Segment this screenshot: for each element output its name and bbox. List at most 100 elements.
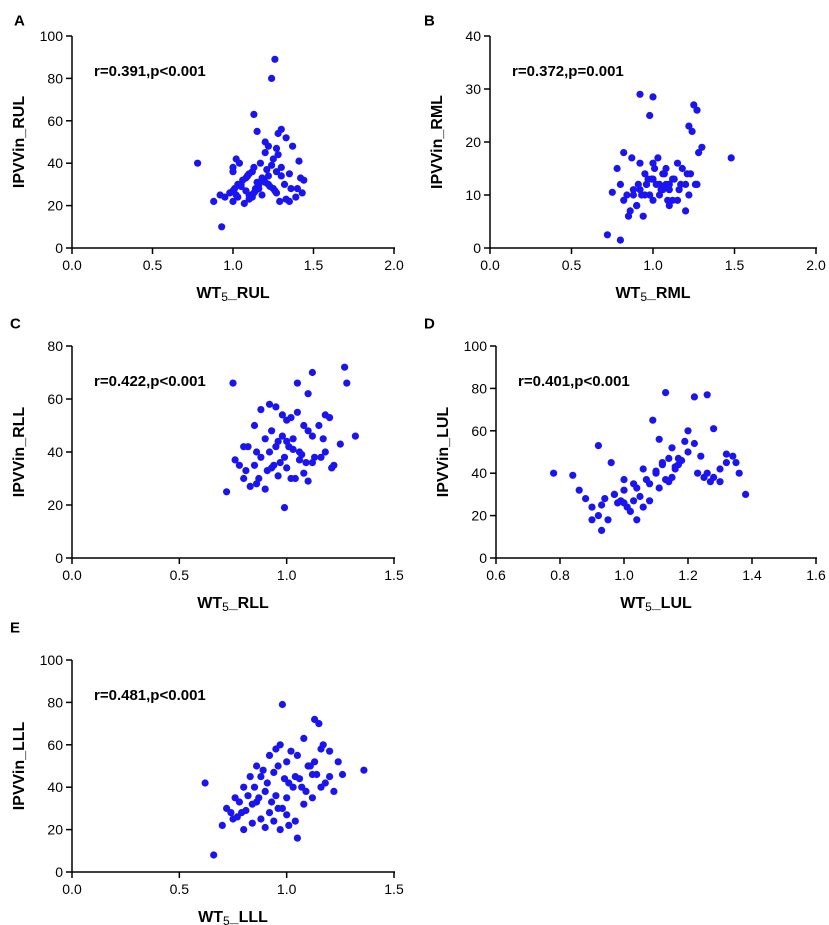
data-point [670, 175, 678, 183]
data-point [343, 379, 351, 387]
data-point [261, 787, 269, 796]
data-point [293, 185, 301, 193]
data-point [655, 484, 663, 492]
data-point [639, 465, 647, 473]
data-point [710, 425, 718, 433]
x-tick-label: 1.0 [614, 567, 634, 583]
data-point [582, 495, 590, 503]
data-point [253, 798, 261, 806]
data-point [235, 159, 243, 167]
data-point [276, 459, 284, 467]
data-point [277, 163, 285, 171]
x-tick-label: 0.5 [170, 567, 190, 583]
data-point [727, 154, 735, 162]
data-point [274, 151, 282, 159]
data-point [287, 747, 295, 755]
data-point [633, 202, 641, 210]
data-point [239, 176, 247, 184]
data-point [289, 142, 297, 150]
x-tick-label: 0.6 [486, 567, 506, 583]
data-point [550, 469, 558, 477]
data-point [698, 143, 706, 151]
y-tick-label: 20 [47, 822, 63, 838]
data-point [240, 199, 248, 208]
data-point [227, 809, 235, 817]
data-point [341, 363, 349, 371]
data-point [293, 751, 301, 760]
data-point [293, 379, 301, 387]
data-point [360, 766, 368, 774]
y-axis-title: IPVVin_RUL [11, 96, 28, 188]
y-tick-label: 0 [473, 240, 481, 256]
data-point [257, 773, 265, 781]
panel-c: C 0.0 0.5 1.0 1.5 0 20 40 60 80 WT5_RLL IPVVin_RLL r… [10, 315, 404, 614]
data-point [664, 196, 672, 204]
data-point [287, 414, 295, 422]
data-point [300, 800, 308, 808]
x-tick-label: 1.4 [742, 567, 762, 583]
data-point [616, 180, 625, 188]
x-tick-label: 0.0 [62, 257, 82, 273]
data-point [280, 180, 289, 188]
data-point [261, 485, 269, 493]
data-point [623, 191, 631, 199]
data-point [630, 497, 638, 505]
data-point [722, 459, 731, 467]
data-point [315, 720, 323, 728]
data-point [253, 448, 261, 456]
data-point [278, 411, 286, 419]
data-point [682, 207, 690, 215]
data-point [231, 456, 239, 464]
data-point [268, 74, 276, 82]
x-tick-label: 1.0 [277, 881, 297, 897]
data-point [276, 197, 284, 205]
data-point [237, 182, 245, 191]
data-point [649, 416, 657, 424]
data-point [652, 467, 660, 475]
data-point [716, 465, 724, 473]
x-tick-label: 1.2 [678, 567, 698, 583]
data-point [308, 459, 316, 467]
data-point [283, 758, 291, 766]
y-tick-label: 20 [47, 198, 63, 214]
data-point [291, 817, 299, 825]
y-tick-label: 0 [55, 240, 63, 256]
data-point [649, 196, 657, 204]
data-point [229, 168, 237, 176]
data-point [251, 185, 260, 193]
data-point [688, 127, 696, 135]
x-tick-label: 1.0 [223, 257, 243, 273]
data-point [601, 495, 609, 503]
data-point [690, 101, 698, 109]
y-tick-label: 80 [47, 70, 63, 86]
y-tick-label: 0 [55, 550, 63, 566]
data-point [253, 480, 261, 488]
data-point [276, 741, 284, 749]
data-point [283, 794, 291, 802]
y-tick-label: 80 [47, 694, 63, 710]
data-point [684, 448, 692, 456]
data-point [218, 821, 226, 830]
data-point [244, 792, 252, 800]
data-point [289, 445, 297, 453]
data-point [240, 783, 248, 791]
data-point [603, 231, 612, 239]
y-tick-label: 0 [55, 864, 63, 880]
data-point [272, 792, 280, 800]
data-point [293, 408, 301, 416]
data-point [216, 191, 224, 199]
data-point [304, 427, 312, 435]
data-point [684, 427, 692, 435]
data-point [317, 453, 325, 461]
panel-b: B 0.0 0.5 1.0 1.5 2.0 0 10 20 30 40 WT5_RML IPVVin_R… [424, 12, 826, 304]
data-point [257, 406, 265, 414]
data-point [636, 492, 644, 501]
data-point [700, 473, 708, 481]
data-point [735, 469, 743, 477]
data-point [242, 467, 250, 475]
x-axis-title: WT5_LLL [198, 909, 268, 925]
y-tick-label: 30 [465, 81, 481, 97]
data-point [308, 368, 316, 377]
data-point [268, 464, 276, 472]
